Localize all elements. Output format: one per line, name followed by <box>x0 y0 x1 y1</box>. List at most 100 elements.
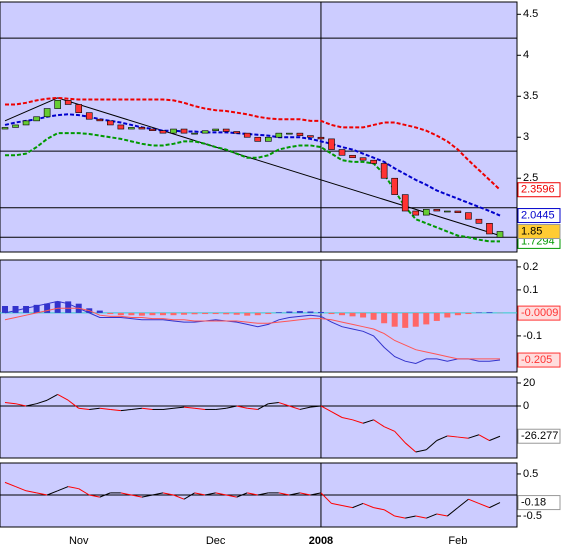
indicator-segment <box>257 403 269 410</box>
indicator-segment <box>299 406 311 410</box>
indicator-segment <box>478 434 490 441</box>
y-tick-label: 0.5 <box>523 468 538 480</box>
candle <box>275 132 283 138</box>
indicator-segment <box>57 486 69 492</box>
histogram-bar <box>54 301 61 313</box>
histogram-bar <box>254 312 261 316</box>
histogram-bar <box>328 312 335 315</box>
histogram-bar <box>65 301 72 313</box>
indicator-segment <box>120 492 132 496</box>
indicator-segment <box>320 492 332 504</box>
value-label: 1.85 <box>521 225 542 237</box>
histogram-bar <box>317 311 324 313</box>
indicator-segment <box>205 492 216 496</box>
y-tick-label: 3 <box>523 131 529 143</box>
indicator-segment <box>226 405 237 409</box>
indicator-segment <box>415 449 427 453</box>
histogram-bar <box>265 312 272 315</box>
indicator-segment <box>362 502 374 509</box>
indicator-segment <box>15 403 27 407</box>
candle <box>170 128 177 134</box>
candle <box>286 132 293 135</box>
indicator-segment <box>310 492 322 496</box>
candle <box>454 210 462 213</box>
candle <box>191 132 198 135</box>
candle <box>328 138 335 150</box>
value-label-box <box>517 352 561 368</box>
histogram-bar <box>170 312 177 316</box>
indicator-segment <box>226 494 237 498</box>
indicator-segment <box>289 405 301 410</box>
y-tick-label: 2.5 <box>523 172 538 184</box>
indicator-segment <box>383 509 395 517</box>
candle <box>338 149 346 156</box>
y-tick-label: -0.5 <box>523 510 542 522</box>
indicator-segment <box>447 507 459 517</box>
histogram-bar <box>149 312 156 316</box>
indicator-segment <box>362 419 374 424</box>
indicator-segment <box>46 394 58 401</box>
indicator-segment <box>447 435 458 438</box>
value-label-box <box>517 224 561 240</box>
indicator-segment <box>36 399 48 405</box>
indicator-segment <box>78 488 90 496</box>
candle <box>75 104 83 113</box>
indicator-segment <box>394 515 406 519</box>
indicator-segment <box>46 490 58 496</box>
histogram-bar <box>360 312 367 318</box>
indicator-segment <box>141 494 153 498</box>
indicator-segment <box>162 492 174 496</box>
indicator-segment <box>194 492 206 496</box>
indicator-segment <box>436 435 448 441</box>
histogram-bar <box>275 312 282 313</box>
indicator-segment <box>25 403 37 407</box>
candle <box>391 177 398 195</box>
histogram-bar <box>181 312 188 315</box>
candle <box>233 131 241 134</box>
panel <box>0 376 518 459</box>
value-label: -0.18 <box>521 496 546 508</box>
indicator-segment <box>215 407 227 410</box>
indicator-segment <box>131 494 143 498</box>
candle <box>401 194 409 212</box>
candle <box>307 135 314 138</box>
indicator-segment <box>131 407 142 410</box>
indicator-segment <box>457 436 469 439</box>
candle <box>201 130 209 134</box>
candle <box>433 209 441 212</box>
indicator-segment <box>320 405 332 413</box>
indicator-segment <box>373 419 385 428</box>
value-label: -0.0009 <box>521 307 558 319</box>
candle <box>33 116 40 122</box>
histogram-bar <box>12 305 19 313</box>
x-tick-label: Feb <box>448 535 467 547</box>
indicator-segment <box>15 486 27 492</box>
y-tick-label: 4 <box>523 49 529 61</box>
indicator-segment <box>278 402 290 407</box>
indicator-segment <box>68 486 79 490</box>
histogram-bar <box>96 310 103 313</box>
candle <box>422 209 430 216</box>
histogram-bar <box>391 312 398 327</box>
trendline <box>4 97 501 237</box>
histogram-bar <box>233 312 240 315</box>
x-tick-label: 2008 <box>309 535 333 547</box>
indicator-segment <box>4 481 16 488</box>
histogram-bar <box>202 312 209 315</box>
indicator-segment <box>415 515 427 519</box>
candle <box>444 210 451 213</box>
indicator-segment <box>299 492 311 496</box>
indicator-segment <box>489 435 501 441</box>
histogram-bar <box>486 312 493 313</box>
indicator-segment <box>257 492 269 496</box>
histogram-bar <box>138 312 145 316</box>
indicator-segment <box>99 407 111 410</box>
y-tick-label: 0 <box>523 400 529 412</box>
indicator-segment <box>173 406 185 409</box>
histogram-bar <box>349 312 356 317</box>
indicator-segment <box>341 417 353 421</box>
indicator-segment <box>4 402 16 405</box>
value-label-box <box>517 428 561 444</box>
indicator-segment <box>468 434 480 439</box>
candle <box>43 108 51 118</box>
